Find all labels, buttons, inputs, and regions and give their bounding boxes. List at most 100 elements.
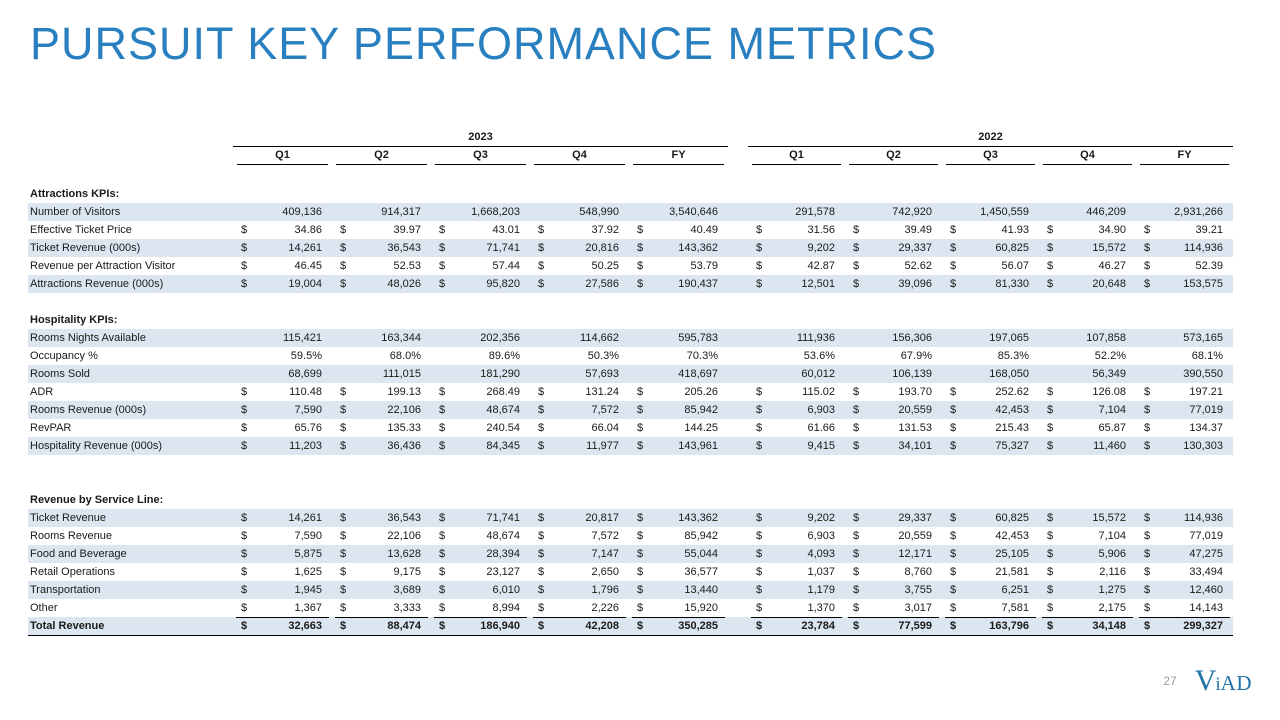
cell-value: 573,165 [1183,332,1223,344]
dollar-sign: $ [538,224,545,236]
cell-value: 15,920 [684,602,718,614]
cell-value: 84,345 [486,440,520,452]
value-cell: $3,689 [332,581,431,599]
year-gap-cell [728,365,748,383]
dollar-sign: $ [1144,620,1151,632]
value-cell: 68,699 [233,365,332,383]
value-cell: 595,783 [629,329,728,347]
cell-value: 43.01 [492,224,520,236]
cell-value: 135.33 [387,422,421,434]
value-cell: $7,104 [1039,401,1136,419]
quarter-header: Q2 [849,146,938,165]
value-cell: $77,019 [1136,401,1233,419]
dollar-sign: $ [1144,602,1151,614]
value-cell: $15,920 [632,599,725,618]
value-cell: 114,662 [530,329,629,347]
cell-value: 33,494 [1189,566,1223,578]
cell-value: 12,171 [898,548,932,560]
cell-value: 77,019 [1189,404,1223,416]
cell-value: 7,572 [591,530,619,542]
value-cell: $7,104 [1039,527,1136,545]
viad-logo: V i AD [1195,666,1252,696]
year-gap-cell [728,527,748,545]
cell-value: 181,290 [480,368,520,380]
dollar-sign: $ [538,278,545,290]
table-row: Effective Ticket Price $34.86 $39.97 $43.01… [28,221,1233,239]
quarter-header: Q1 [237,146,328,165]
cell-value: 32,663 [288,620,322,632]
dollar-sign: $ [637,404,644,416]
year-gap-cell [728,329,748,347]
dollar-sign: $ [853,584,860,596]
dollar-sign: $ [439,530,446,542]
value-cell: 107,858 [1039,329,1136,347]
dollar-sign: $ [241,224,248,236]
cell-value: 153,575 [1183,278,1223,290]
cell-value: 1,275 [1098,584,1126,596]
value-cell: $1,367 [236,599,329,618]
dollar-sign: $ [1144,566,1151,578]
dollar-sign: $ [853,242,860,254]
table-row: Rooms Revenue $7,590 $22,106 $48,674 $7,572 $… [28,527,1233,545]
value-cell: 197,065 [942,329,1039,347]
dollar-sign: $ [340,224,347,236]
row-label: Rooms Sold [30,368,90,380]
dollar-sign: $ [241,566,248,578]
value-cell: 202,356 [431,329,530,347]
year-header-spacer [28,128,233,147]
row-label: RevPAR [30,422,72,434]
section-header-row: Revenue by Service Line: [28,491,1233,509]
cell-value: 4,093 [807,548,835,560]
value-cell: $48,674 [431,527,530,545]
value-cell: $84,345 [431,437,530,455]
dollar-sign: $ [538,260,545,272]
cell-value: 60,825 [995,512,1029,524]
cell-value: 197.21 [1189,386,1223,398]
value-cell: $2,116 [1039,563,1136,581]
dollar-sign: $ [853,512,860,524]
value-cell: $131.53 [845,419,942,437]
dollar-sign: $ [439,278,446,290]
cell-value: 6,903 [807,530,835,542]
table-row: RevPAR $65.76 $135.33 $240.54 $66.04 $144.25 $… [28,419,1233,437]
value-cell: $37.92 [530,221,629,239]
cell-value: 77,019 [1189,530,1223,542]
value-cell: $14,143 [1139,599,1230,618]
value-cell: 67.9% [845,347,942,365]
dollar-sign: $ [1144,224,1151,236]
value-cell: $28,394 [431,545,530,563]
cell-value: 9,175 [393,566,421,578]
value-cell: $5,906 [1039,545,1136,563]
value-cell: $60,825 [942,239,1039,257]
value-cell: $240.54 [431,419,530,437]
year-gap-cell [728,383,748,401]
viad-logo-letter: V [1194,664,1217,697]
dollar-sign: $ [241,548,248,560]
cell-value: 50.25 [591,260,619,272]
row-label: Attractions Revenue (000s) [30,278,164,290]
dollar-sign: $ [439,566,446,578]
value-cell: $7,147 [530,545,629,563]
cell-value: 111,015 [382,368,421,380]
dollar-sign: $ [340,260,347,272]
section-header: Revenue by Service Line: [30,494,164,506]
section-header: Hospitality KPIs: [30,314,118,326]
dollar-sign: $ [340,620,347,632]
dollar-sign: $ [1144,260,1151,272]
value-cell: 2,931,266 [1136,203,1233,221]
dollar-sign: $ [637,224,644,236]
cell-value: 23,127 [486,566,520,578]
value-cell: $42,453 [942,527,1039,545]
row-label: Occupancy % [30,350,98,362]
value-cell: 548,990 [530,203,629,221]
row-label: Rooms Revenue (000s) [30,404,147,416]
cell-value: 25,105 [995,548,1029,560]
value-cell: 59.5% [233,347,332,365]
value-cell: $199.13 [332,383,431,401]
cell-value: 71,741 [486,512,520,524]
value-cell: $2,650 [530,563,629,581]
value-cell: $41.93 [942,221,1039,239]
dollar-sign: $ [950,530,957,542]
cell-value: 163,796 [989,620,1029,632]
cell-value: 88,474 [387,620,421,632]
